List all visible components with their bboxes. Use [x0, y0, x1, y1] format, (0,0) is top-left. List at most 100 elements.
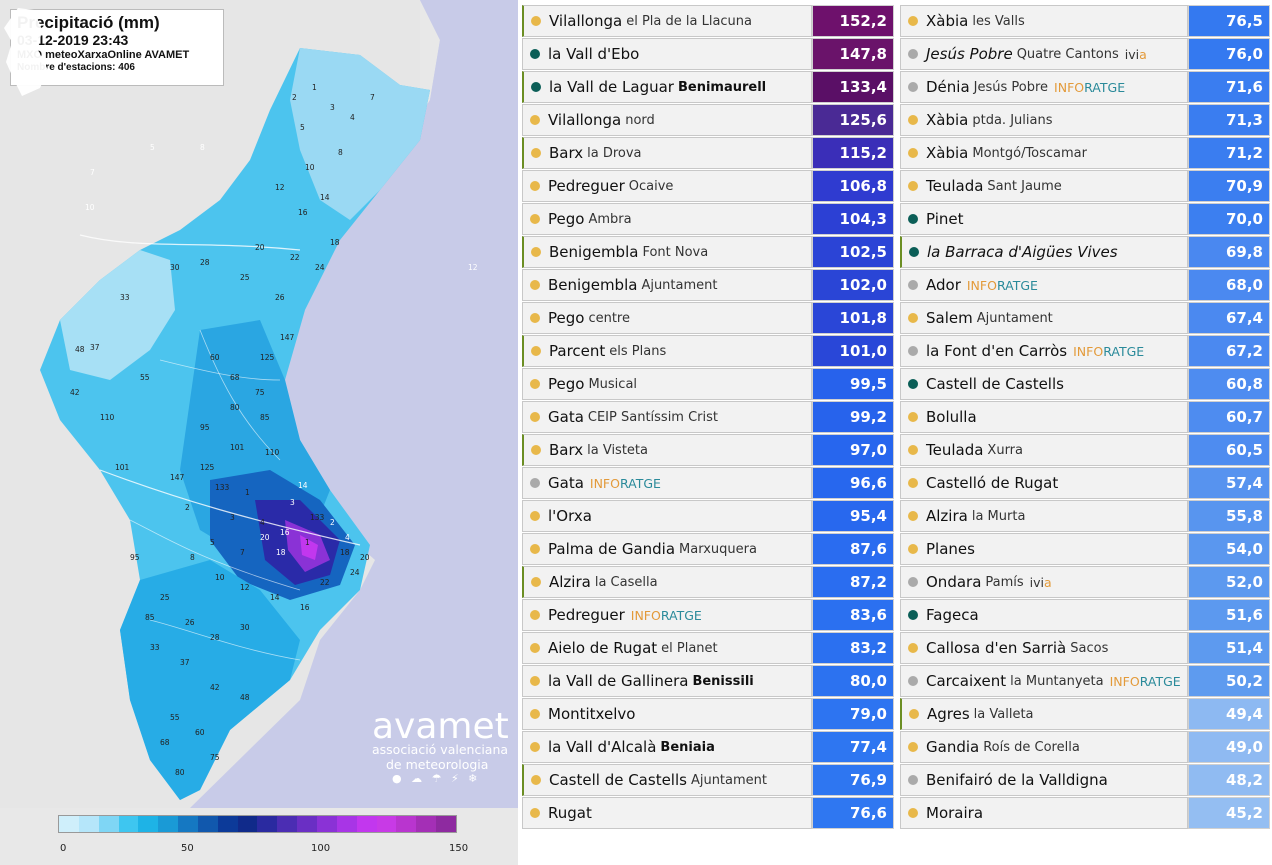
station-row[interactable]: Gata CEIP Santíssim Crist 99,2	[522, 401, 894, 433]
station-value[interactable]: 95	[130, 553, 140, 562]
station-name-cell[interactable]: Agres la Valleta	[900, 698, 1188, 730]
station-value[interactable]: 14	[298, 481, 308, 490]
station-name-cell[interactable]: Aielo de Rugat el Planet	[522, 632, 812, 664]
station-name-cell[interactable]: Vilallonga el Pla de la Llacuna	[522, 5, 812, 37]
station-value[interactable]: 1	[245, 488, 250, 497]
station-row[interactable]: Pego Musical 99,5	[522, 368, 894, 400]
station-name-cell[interactable]: Callosa d'en Sarrià Sacos	[900, 632, 1188, 664]
station-name-cell[interactable]: la Vall d'Ebo	[522, 38, 812, 70]
station-value[interactable]: 5	[150, 143, 155, 152]
station-value[interactable]: 133	[215, 483, 230, 492]
station-name-cell[interactable]: Teulada Sant Jaume	[900, 170, 1188, 202]
station-row[interactable]: Benifairó de la Valldigna 48,2	[900, 764, 1270, 796]
station-name-cell[interactable]: Barx la Drova	[522, 137, 812, 169]
station-row[interactable]: l'Orxa 95,4	[522, 500, 894, 532]
station-name-cell[interactable]: Dénia Jesús Pobre INFORATGE	[900, 71, 1188, 103]
station-value[interactable]: 24	[350, 568, 360, 577]
station-row[interactable]: Callosa d'en Sarrià Sacos 51,4	[900, 632, 1270, 664]
station-name-cell[interactable]: Pego Musical	[522, 368, 812, 400]
station-name-cell[interactable]: Castell de Castells	[900, 368, 1188, 400]
station-value[interactable]: 110	[100, 413, 115, 422]
station-name-cell[interactable]: Carcaixent la Muntanyeta INFORATGE	[900, 665, 1188, 697]
station-value[interactable]: 42	[70, 388, 80, 397]
station-name-cell[interactable]: Xàbia ptda. Julians	[900, 104, 1188, 136]
station-name-cell[interactable]: Xàbia Montgó/Toscamar	[900, 137, 1188, 169]
station-value[interactable]: 55	[170, 713, 180, 722]
station-row[interactable]: Castelló de Rugat 57,4	[900, 467, 1270, 499]
station-value[interactable]: 60	[195, 728, 205, 737]
station-name-cell[interactable]: Bolulla	[900, 401, 1188, 433]
station-row[interactable]: Pinet 70,0	[900, 203, 1270, 235]
station-name-cell[interactable]: la Vall d'Alcalà Beniaia	[522, 731, 812, 763]
station-value[interactable]: 2	[330, 518, 335, 527]
station-row[interactable]: la Barraca d'Aigües Vives 69,8	[900, 236, 1270, 268]
station-value[interactable]: 2	[185, 503, 190, 512]
station-name-cell[interactable]: Planes	[900, 533, 1188, 565]
station-name-cell[interactable]: Fageca	[900, 599, 1188, 631]
station-row[interactable]: Gandia Roís de Corella 49,0	[900, 731, 1270, 763]
station-name-cell[interactable]: Alzira la Casella	[522, 566, 812, 598]
station-value[interactable]: 8	[190, 553, 195, 562]
station-value[interactable]: 25	[240, 273, 250, 282]
station-row[interactable]: Benigembla Font Nova 102,5	[522, 236, 894, 268]
station-value[interactable]: 60	[210, 353, 220, 362]
station-value[interactable]: 30	[170, 263, 180, 272]
station-value[interactable]: 7	[90, 168, 95, 177]
station-value[interactable]: 3	[290, 498, 295, 507]
station-value[interactable]: 30	[240, 623, 250, 632]
station-value[interactable]: 75	[210, 753, 220, 762]
station-row[interactable]: Carcaixent la Muntanyeta INFORATGE 50,2	[900, 665, 1270, 697]
station-value[interactable]: 16	[298, 208, 308, 217]
station-value[interactable]: 110	[265, 448, 280, 457]
station-row[interactable]: Palma de Gandia Marxuquera 87,6	[522, 533, 894, 565]
station-value[interactable]: 33	[120, 293, 130, 302]
station-name-cell[interactable]: la Vall de Laguar Benimaurell	[522, 71, 812, 103]
station-row[interactable]: Alzira la Casella 87,2	[522, 566, 894, 598]
station-row[interactable]: Pego centre 101,8	[522, 302, 894, 334]
station-name-cell[interactable]: Ador INFORATGE	[900, 269, 1188, 301]
station-row[interactable]: Barx la Drova 115,2	[522, 137, 894, 169]
station-row[interactable]: la Font d'en Carròs INFORATGE 67,2	[900, 335, 1270, 367]
station-value[interactable]: 147	[170, 473, 185, 482]
station-name-cell[interactable]: Castell de Castells Ajuntament	[522, 764, 812, 796]
station-row[interactable]: Fageca 51,6	[900, 599, 1270, 631]
station-value[interactable]: 1	[305, 538, 310, 547]
station-row[interactable]: Teulada Xurra 60,5	[900, 434, 1270, 466]
station-value[interactable]: 18	[276, 548, 286, 557]
station-name-cell[interactable]: Gata INFORATGE	[522, 467, 812, 499]
station-name-cell[interactable]: Montitxelvo	[522, 698, 812, 730]
station-name-cell[interactable]: Alzira la Murta	[900, 500, 1188, 532]
station-value[interactable]: 4	[345, 533, 350, 542]
station-value[interactable]: 5	[300, 123, 305, 132]
station-row[interactable]: Benigembla Ajuntament 102,0	[522, 269, 894, 301]
station-name-cell[interactable]: Rugat	[522, 797, 812, 829]
station-row[interactable]: Salem Ajuntament 67,4	[900, 302, 1270, 334]
station-value[interactable]: 1	[312, 83, 317, 92]
station-name-cell[interactable]: la Vall de Gallinera Benissili	[522, 665, 812, 697]
station-name-cell[interactable]: la Barraca d'Aigües Vives	[900, 236, 1188, 268]
station-name-cell[interactable]: Pego Ambra	[522, 203, 812, 235]
station-value[interactable]: 3	[330, 103, 335, 112]
station-name-cell[interactable]: Castelló de Rugat	[900, 467, 1188, 499]
station-value[interactable]: 8	[200, 143, 205, 152]
station-value[interactable]: 28	[200, 258, 210, 267]
station-value[interactable]: 12	[275, 183, 285, 192]
station-value[interactable]: 16	[300, 603, 310, 612]
station-row[interactable]: Vilallonga nord 125,6	[522, 104, 894, 136]
station-row[interactable]: Alzira la Murta 55,8	[900, 500, 1270, 532]
station-value[interactable]: 5	[210, 538, 215, 547]
station-name-cell[interactable]: Barx la Visteta	[522, 434, 812, 466]
station-row[interactable]: Parcent els Plans 101,0	[522, 335, 894, 367]
station-value[interactable]: 37	[90, 343, 100, 352]
station-row[interactable]: la Vall de Gallinera Benissili 80,0	[522, 665, 894, 697]
station-value[interactable]: 18	[330, 238, 340, 247]
station-value[interactable]: 75	[255, 388, 265, 397]
station-row[interactable]: Jesús Pobre Quatre Cantons ivia 76,0	[900, 38, 1270, 70]
station-row[interactable]: Pedreguer Ocaive 106,8	[522, 170, 894, 202]
station-row[interactable]: Bolulla 60,7	[900, 401, 1270, 433]
station-row[interactable]: Gata INFORATGE 96,6	[522, 467, 894, 499]
station-value[interactable]: 101	[115, 463, 130, 472]
station-name-cell[interactable]: Teulada Xurra	[900, 434, 1188, 466]
station-value[interactable]: 4	[260, 518, 265, 527]
station-value[interactable]: 3	[230, 513, 235, 522]
